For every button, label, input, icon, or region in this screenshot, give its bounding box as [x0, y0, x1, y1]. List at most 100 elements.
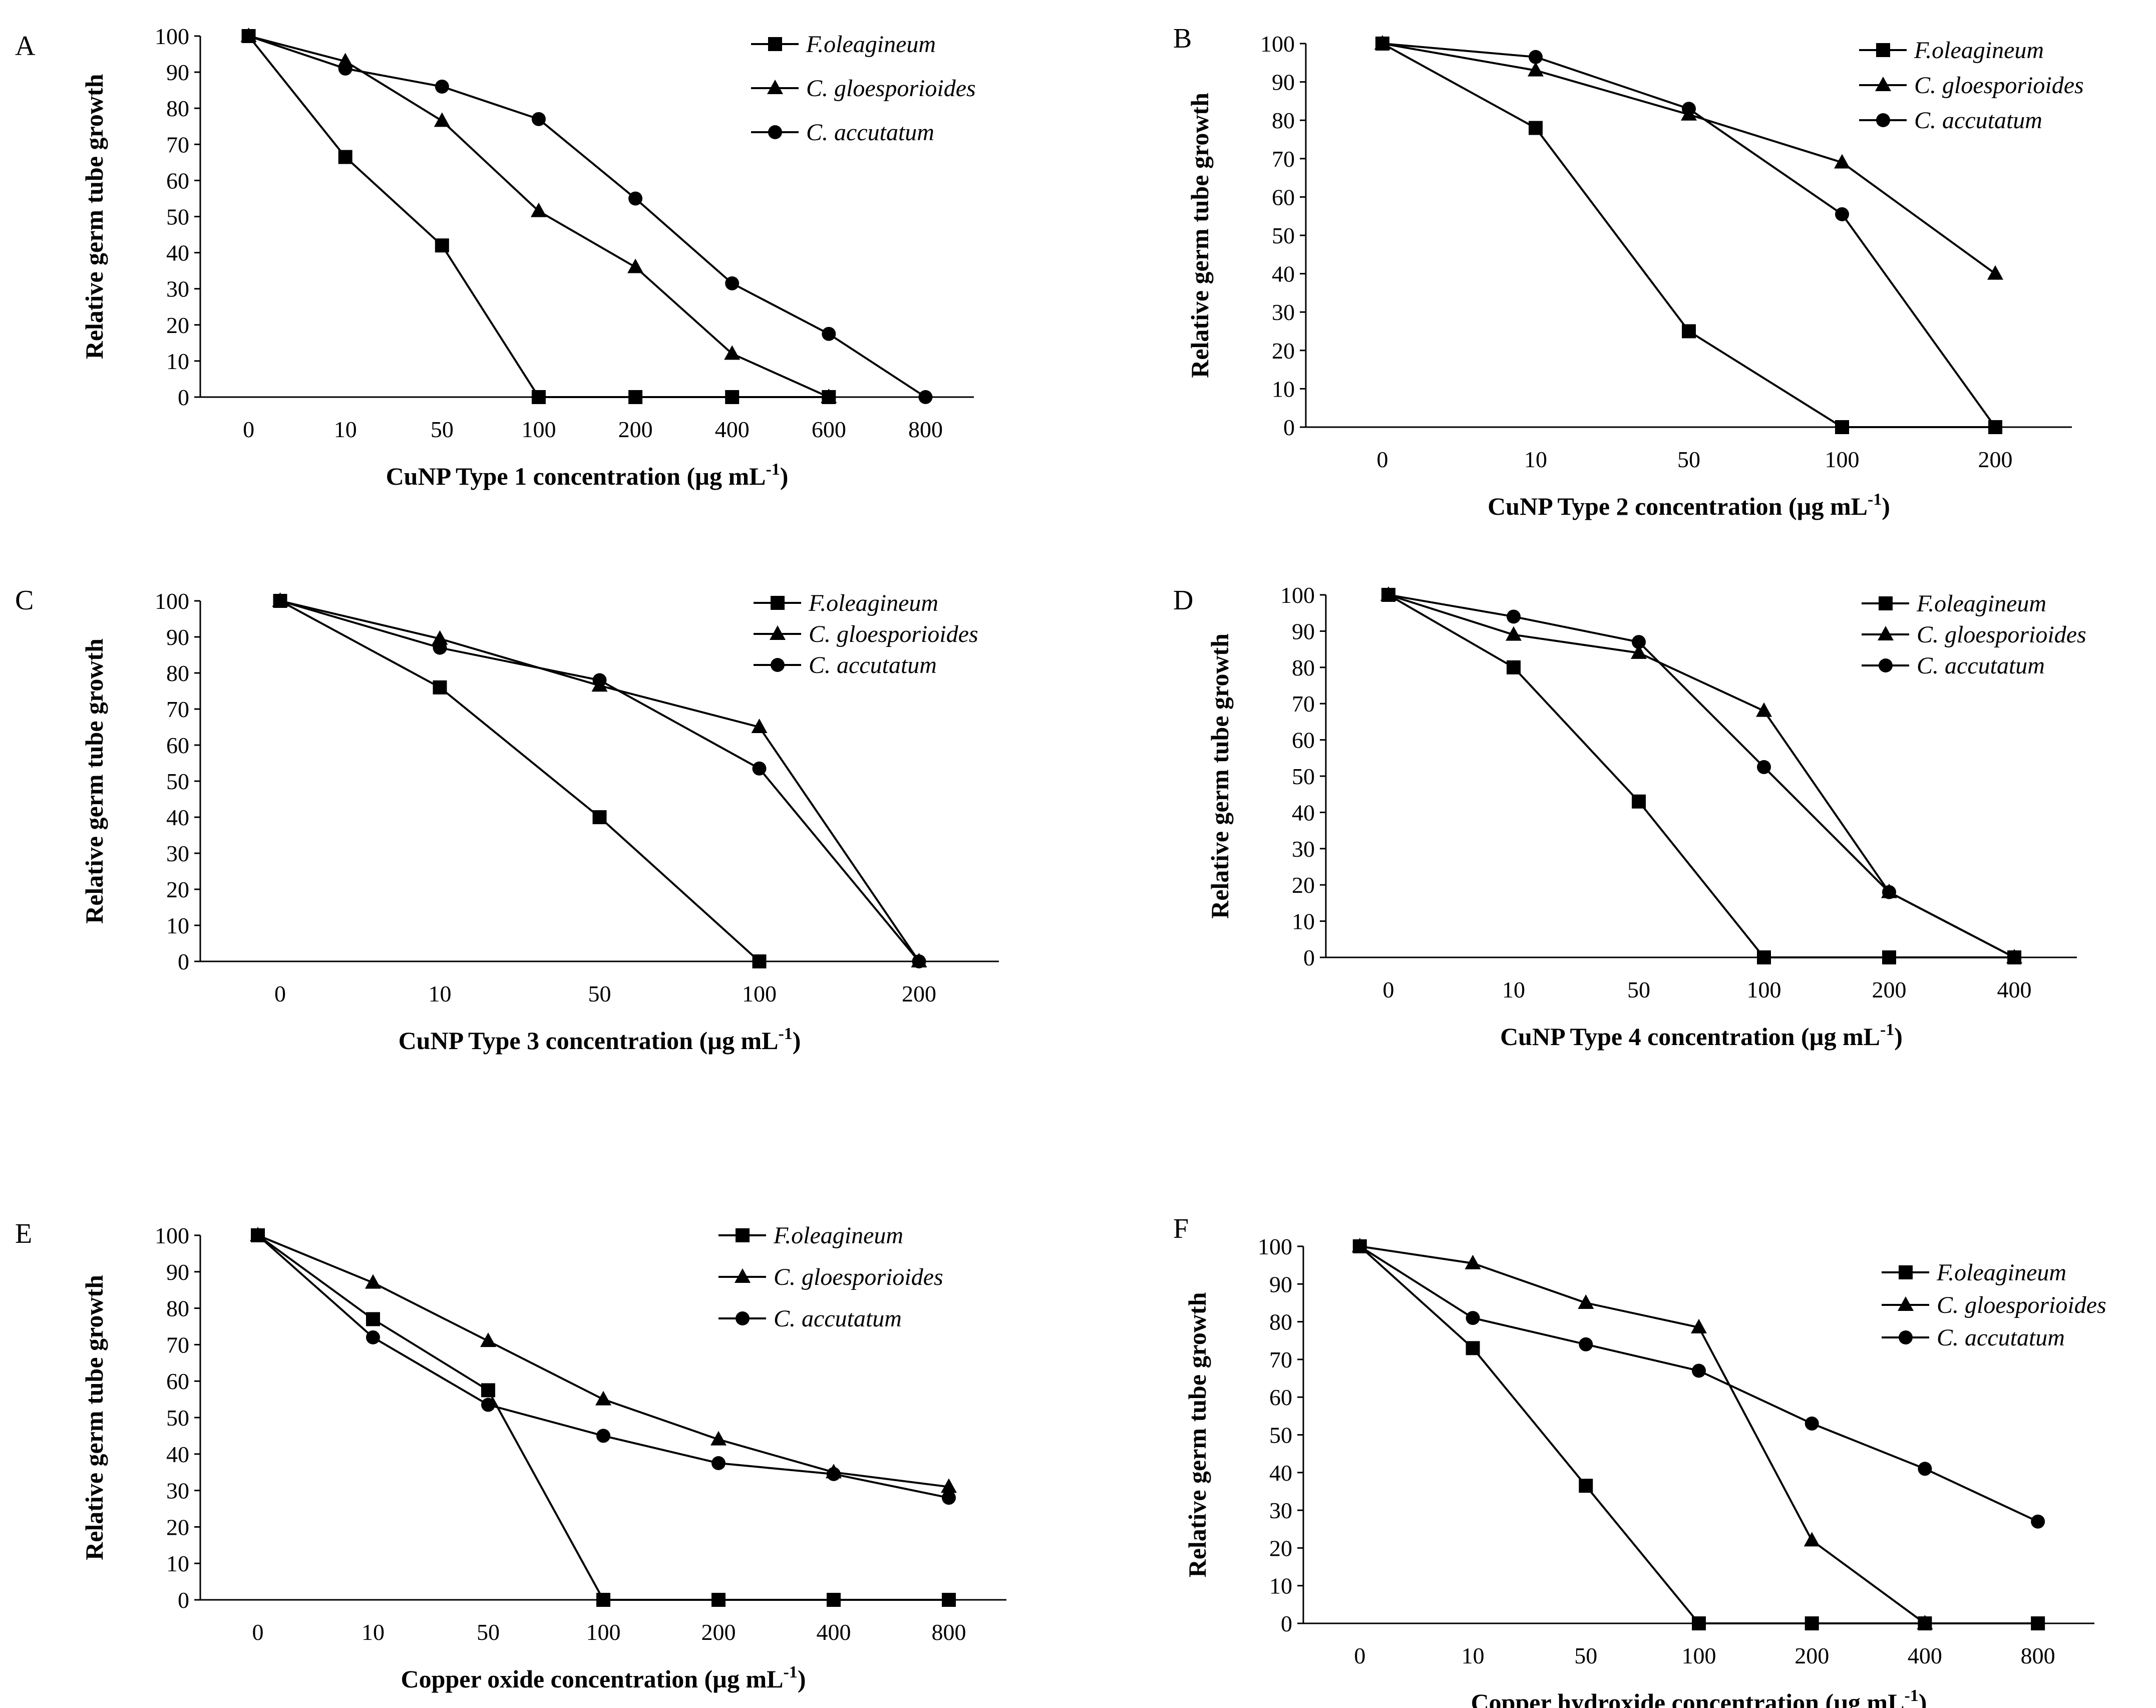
legend-label-f-oleagineum: F.oleagineum	[1914, 37, 2044, 64]
data-point-f-oleagineum	[1529, 121, 1543, 135]
x-tick-label: 200	[1794, 1643, 1829, 1668]
y-tick-label: 60	[166, 1369, 189, 1394]
y-tick-label: 20	[166, 877, 189, 902]
legend-marker-c-gloesporioides	[1875, 77, 1891, 91]
y-tick-label: 40	[166, 240, 189, 266]
y-tick-label: 80	[1269, 1309, 1292, 1335]
x-tick-label: 10	[334, 417, 357, 442]
data-point-f-oleagineum	[1835, 420, 1849, 434]
data-point-c-gloesporioides	[1691, 1318, 1707, 1333]
legend-marker-c-gloesporioides	[770, 625, 786, 640]
legend-marker-c-accutatum	[736, 1311, 750, 1325]
data-point-c-accutatum	[1882, 885, 1896, 899]
legend-label-c-accutatum: C. accutatum	[774, 1305, 902, 1332]
data-point-f-oleagineum	[433, 680, 447, 695]
y-tick-label: 90	[166, 60, 189, 85]
data-point-f-oleagineum	[1579, 1479, 1593, 1493]
chart-c-svg: C 0 10 20 30 40 50 60 70 80 90 100 0 10 50 100 200 CuNP T…	[15, 585, 999, 1055]
data-point-c-accutatum	[433, 640, 447, 655]
x-axis-title: CuNP Type 3 concentration (µg mL-1)	[399, 1024, 801, 1055]
chart-panel-c: C 0 10 20 30 40 50 60 70 80 90 100 0 10 50 100 200 CuNP T…	[0, 569, 1078, 1139]
data-point-c-accutatum	[251, 1228, 265, 1242]
y-tick-label: 80	[1292, 655, 1315, 680]
data-point-c-accutatum	[1918, 1462, 1932, 1476]
y-tick-label: 10	[166, 1551, 189, 1576]
y-tick-label: 30	[1292, 836, 1315, 862]
y-tick-label: 30	[166, 841, 189, 866]
legend-marker-c-gloesporioides	[1898, 1296, 1914, 1311]
x-tick-label: 50	[1574, 1643, 1597, 1668]
y-tick-label: 40	[166, 805, 189, 830]
x-tick-label: 100	[1747, 977, 1781, 1002]
data-point-f-oleagineum	[1757, 950, 1771, 964]
data-point-c-gloesporioides	[1917, 1615, 1933, 1629]
x-tick-label: 0	[274, 981, 286, 1006]
x-tick-label: 800	[932, 1619, 966, 1645]
x-tick-label: 400	[715, 417, 750, 442]
data-point-c-accutatum	[338, 61, 352, 76]
y-tick-label: 60	[166, 168, 189, 193]
data-point-f-oleagineum	[338, 150, 352, 164]
y-axis-title: Relative germ tube growth	[80, 74, 108, 359]
legend-label-c-accutatum: C. accutatum	[1917, 652, 2045, 679]
legend-marker-f-oleagineum	[1899, 1265, 1913, 1279]
x-axis-title: Copper hydroxide concentration (µg mL-1)	[1471, 1686, 1927, 1708]
x-tick-label: 400	[817, 1619, 851, 1645]
data-point-f-oleagineum	[592, 810, 607, 824]
x-tick-label: 100	[742, 981, 777, 1006]
data-point-c-gloesporioides	[434, 112, 450, 127]
x-tick-label: 100	[1825, 447, 1860, 472]
data-point-c-accutatum	[592, 673, 607, 688]
x-tick-label: 10	[362, 1619, 385, 1645]
x-tick-label: 800	[908, 417, 943, 442]
y-tick-label: 90	[1269, 1271, 1292, 1297]
data-point-c-accutatum	[481, 1398, 495, 1412]
x-tick-label: 200	[701, 1619, 736, 1645]
data-point-c-accutatum	[1579, 1337, 1593, 1351]
panel-b-label: B	[1173, 23, 1192, 54]
legend-marker-c-accutatum	[1879, 658, 1893, 672]
y-tick-label: 0	[178, 385, 189, 410]
x-tick-label: 0	[1377, 447, 1388, 472]
y-tick-label: 100	[155, 24, 189, 49]
y-tick-label: 80	[166, 1296, 189, 1321]
chart-d-svg: D 0 10 20 30 40 50 60 70 80 90 100 0 10 50 100 200 400 CuN…	[1173, 582, 2086, 1051]
x-tick-label: 200	[1978, 447, 2013, 472]
y-tick-label: 30	[1269, 1498, 1292, 1523]
panel-e-label: E	[15, 1218, 32, 1249]
x-tick-label: 200	[1872, 977, 1907, 1002]
series-line-c-accutatum	[1359, 1245, 2038, 1523]
data-point-c-accutatum	[1835, 207, 1849, 221]
data-point-c-gloesporioides	[1528, 62, 1544, 77]
data-point-f-oleagineum	[531, 390, 546, 404]
y-tick-label: 60	[1272, 184, 1295, 210]
legend-label-f-oleagineum: F.oleagineum	[808, 590, 938, 616]
data-point-c-accutatum	[822, 326, 836, 341]
data-point-c-gloesporioides	[1578, 1294, 1594, 1309]
y-tick-label: 100	[155, 1223, 189, 1248]
y-tick-label: 80	[1272, 108, 1295, 133]
data-point-c-accutatum	[241, 29, 256, 43]
x-tick-label: 600	[812, 417, 846, 442]
data-point-c-accutatum	[366, 1330, 380, 1344]
x-tick-label: 200	[618, 417, 653, 442]
y-tick-label: 50	[166, 204, 189, 230]
legend-label-f-oleagineum: F.oleagineum	[806, 31, 936, 58]
y-tick-label: 10	[166, 349, 189, 374]
x-tick-label: 50	[588, 981, 611, 1006]
y-tick-label: 60	[166, 733, 189, 758]
data-point-c-gloesporioides	[821, 389, 837, 403]
data-point-c-accutatum	[1507, 609, 1521, 624]
y-tick-label: 20	[166, 312, 189, 338]
legend-marker-f-oleagineum	[736, 1228, 750, 1242]
legend-marker-c-accutatum	[1899, 1330, 1913, 1344]
x-tick-label: 100	[1682, 1643, 1716, 1668]
data-point-c-accutatum	[273, 594, 287, 608]
series-line-f-oleagineum	[1359, 1245, 2038, 1624]
x-tick-label: 100	[586, 1619, 621, 1645]
y-tick-label: 0	[178, 949, 189, 974]
y-tick-label: 20	[166, 1514, 189, 1540]
series-line-f-oleagineum	[279, 600, 760, 962]
legend-label-c-gloesporioides: C. gloesporioides	[806, 75, 976, 102]
chart-f-svg: F 0 10 20 30 40 50 60 70 80 90 100 0 10 50 100 200 400 800…	[1173, 1213, 2106, 1708]
